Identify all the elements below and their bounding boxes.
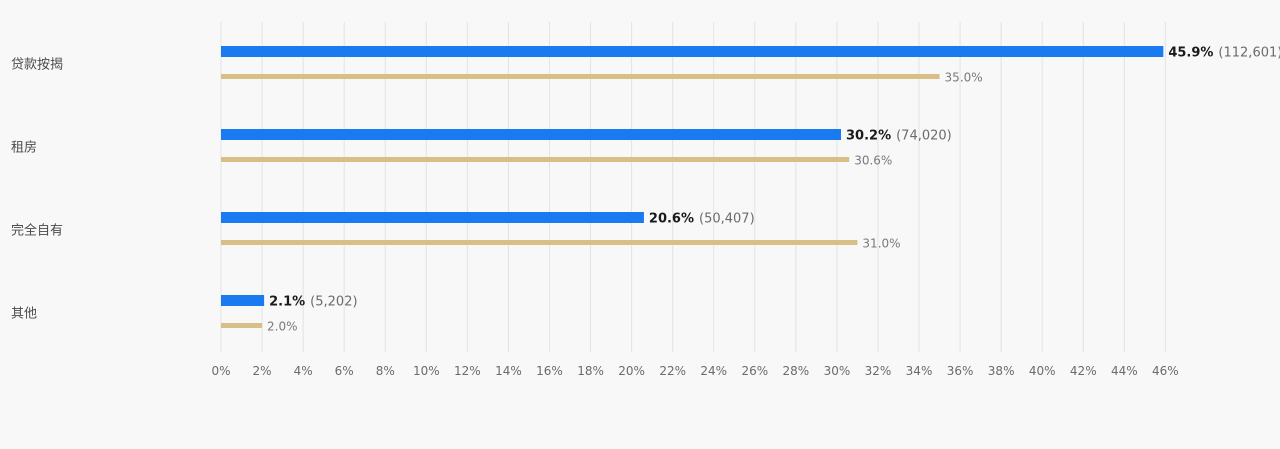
- secondary-bar: [221, 157, 850, 162]
- x-tick-label: 10%: [413, 364, 440, 378]
- primary-bar: [221, 46, 1164, 57]
- x-tick-label: 22%: [659, 364, 686, 378]
- x-tick-label: 6%: [335, 364, 354, 378]
- x-tick-label: 28%: [783, 364, 810, 378]
- category-label: 贷款按揭: [11, 58, 63, 73]
- gridlines: [220, 22, 1166, 352]
- primary-value-label: 30.2% (74,020): [846, 129, 952, 144]
- bars: [221, 46, 1164, 328]
- x-tick-label: 24%: [700, 364, 727, 378]
- count-label: (5,202): [310, 295, 357, 310]
- primary-bar: [221, 129, 842, 140]
- secondary-bar: [221, 323, 263, 328]
- x-tick-label: 46%: [1152, 364, 1179, 378]
- x-tick-label: 36%: [947, 364, 974, 378]
- primary-value-label: 45.9% (112,601): [1168, 46, 1280, 61]
- x-tick-label: 8%: [376, 364, 395, 378]
- x-tick-label: 42%: [1070, 364, 1097, 378]
- secondary-value-label: 2.0%: [267, 320, 298, 334]
- secondary-bar: [221, 74, 940, 79]
- x-tick-label: 4%: [294, 364, 313, 378]
- x-tick-label: 2%: [253, 364, 272, 378]
- x-tick-label: 44%: [1111, 364, 1138, 378]
- data-labels: 45.9% (112,601) 35.0% 30.2% (74,020) 30.6% 20.…: [267, 46, 1280, 334]
- percent-label: 2.1%: [269, 295, 305, 310]
- x-tick-label: 14%: [495, 364, 522, 378]
- percent-label: 20.6%: [649, 212, 694, 227]
- primary-value-label: 20.6% (50,407): [649, 212, 755, 227]
- count-label: (112,601): [1218, 46, 1280, 61]
- x-tick-label: 32%: [865, 364, 892, 378]
- primary-value-label: 2.1% (5,202): [269, 295, 357, 310]
- category-label: 其他: [11, 307, 37, 322]
- x-tick-label: 16%: [536, 364, 563, 378]
- x-tick-label: 34%: [906, 364, 933, 378]
- primary-bar: [221, 295, 265, 306]
- percent-label: 45.9%: [1168, 46, 1213, 61]
- secondary-value-label: 30.6%: [854, 154, 892, 168]
- category-label: 完全自有: [11, 223, 63, 239]
- percent-label: 30.2%: [846, 129, 891, 144]
- secondary-bar: [221, 240, 858, 245]
- x-tick-label: 18%: [577, 364, 604, 378]
- x-tick-label: 26%: [741, 364, 768, 378]
- secondary-value-label: 31.0%: [862, 237, 900, 251]
- x-axis-ticks: 0% 2% 4% 6% 8% 10% 12% 14% 16% 18% 20% 22% 24% 26% 28%…: [211, 364, 1178, 378]
- category-label: 租房: [11, 140, 37, 156]
- x-tick-label: 38%: [988, 364, 1015, 378]
- count-label: (74,020): [896, 129, 952, 144]
- x-tick-label: 20%: [618, 364, 645, 378]
- primary-bar: [221, 212, 644, 223]
- x-tick-label: 12%: [454, 364, 481, 378]
- x-tick-label: 0%: [211, 364, 230, 378]
- count-label: (50,407): [699, 212, 755, 227]
- secondary-value-label: 35.0%: [945, 71, 983, 85]
- x-tick-label: 40%: [1029, 364, 1056, 378]
- x-tick-label: 30%: [824, 364, 851, 378]
